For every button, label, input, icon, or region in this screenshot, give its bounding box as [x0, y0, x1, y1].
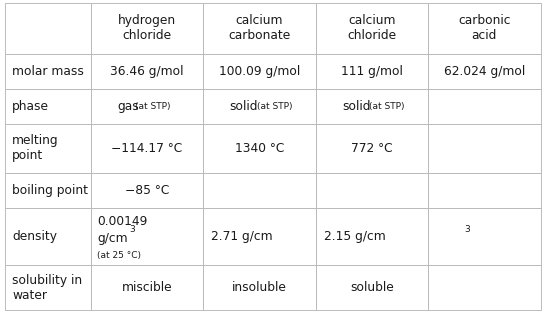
Text: −85 °C: −85 °C	[125, 184, 169, 197]
Bar	[203, 208, 316, 265]
Bar	[428, 173, 541, 208]
Bar	[5, 89, 91, 124]
Bar	[203, 124, 316, 173]
Bar	[203, 265, 316, 310]
Bar	[316, 54, 428, 89]
Bar	[203, 54, 316, 89]
Bar	[91, 54, 203, 89]
Text: 111 g/mol: 111 g/mol	[341, 64, 403, 78]
Bar	[5, 3, 91, 54]
Text: solid: solid	[229, 100, 258, 113]
Text: melting
point: melting point	[12, 135, 58, 162]
Text: 3: 3	[465, 225, 470, 234]
Text: 36.46 g/mol: 36.46 g/mol	[110, 64, 184, 78]
Bar	[91, 3, 203, 54]
Bar	[316, 208, 428, 265]
Text: soluble: soluble	[350, 281, 394, 294]
Text: molar mass: molar mass	[12, 64, 84, 78]
Bar	[203, 89, 316, 124]
Bar	[316, 265, 428, 310]
Bar	[5, 54, 91, 89]
Text: 772 °C: 772 °C	[351, 142, 393, 155]
Text: calcium
carbonate: calcium carbonate	[228, 14, 290, 42]
Bar	[91, 208, 203, 265]
Text: (at STP): (at STP)	[257, 102, 292, 111]
Text: −114.17 °C: −114.17 °C	[111, 142, 183, 155]
Bar	[428, 54, 541, 89]
Text: hydrogen
chloride: hydrogen chloride	[118, 14, 176, 42]
Bar	[91, 265, 203, 310]
Bar	[91, 89, 203, 124]
Text: 2.15 g/cm: 2.15 g/cm	[324, 230, 385, 243]
Text: solubility in
water: solubility in water	[12, 274, 82, 301]
Text: phase: phase	[12, 100, 49, 113]
Text: 100.09 g/mol: 100.09 g/mol	[219, 64, 300, 78]
Bar	[91, 173, 203, 208]
Text: 0.00149: 0.00149	[97, 215, 148, 228]
Text: solid: solid	[342, 100, 370, 113]
Bar	[316, 124, 428, 173]
Text: calcium
chloride: calcium chloride	[347, 14, 396, 42]
Bar	[428, 89, 541, 124]
Text: 1340 °C: 1340 °C	[235, 142, 284, 155]
Bar	[91, 124, 203, 173]
Text: boiling point: boiling point	[12, 184, 88, 197]
Text: carbonic
acid: carbonic acid	[458, 14, 511, 42]
Text: g/cm: g/cm	[97, 232, 128, 245]
Text: 3: 3	[129, 225, 135, 234]
Text: 62.024 g/mol: 62.024 g/mol	[444, 64, 525, 78]
Bar	[316, 173, 428, 208]
Bar	[428, 3, 541, 54]
Bar	[203, 173, 316, 208]
Bar	[316, 3, 428, 54]
Text: density: density	[12, 230, 57, 243]
Text: (at STP): (at STP)	[134, 102, 170, 111]
Bar	[203, 3, 316, 54]
Bar	[5, 265, 91, 310]
Bar	[428, 265, 541, 310]
Bar	[5, 173, 91, 208]
Text: miscible: miscible	[122, 281, 173, 294]
Text: (at 25 °C): (at 25 °C)	[97, 251, 141, 260]
Bar	[5, 124, 91, 173]
Bar	[5, 208, 91, 265]
Text: (at STP): (at STP)	[369, 102, 405, 111]
Bar	[316, 89, 428, 124]
Bar	[428, 208, 541, 265]
Bar	[428, 124, 541, 173]
Text: gas: gas	[117, 100, 139, 113]
Text: insoluble: insoluble	[232, 281, 287, 294]
Text: 2.71 g/cm: 2.71 g/cm	[211, 230, 273, 243]
